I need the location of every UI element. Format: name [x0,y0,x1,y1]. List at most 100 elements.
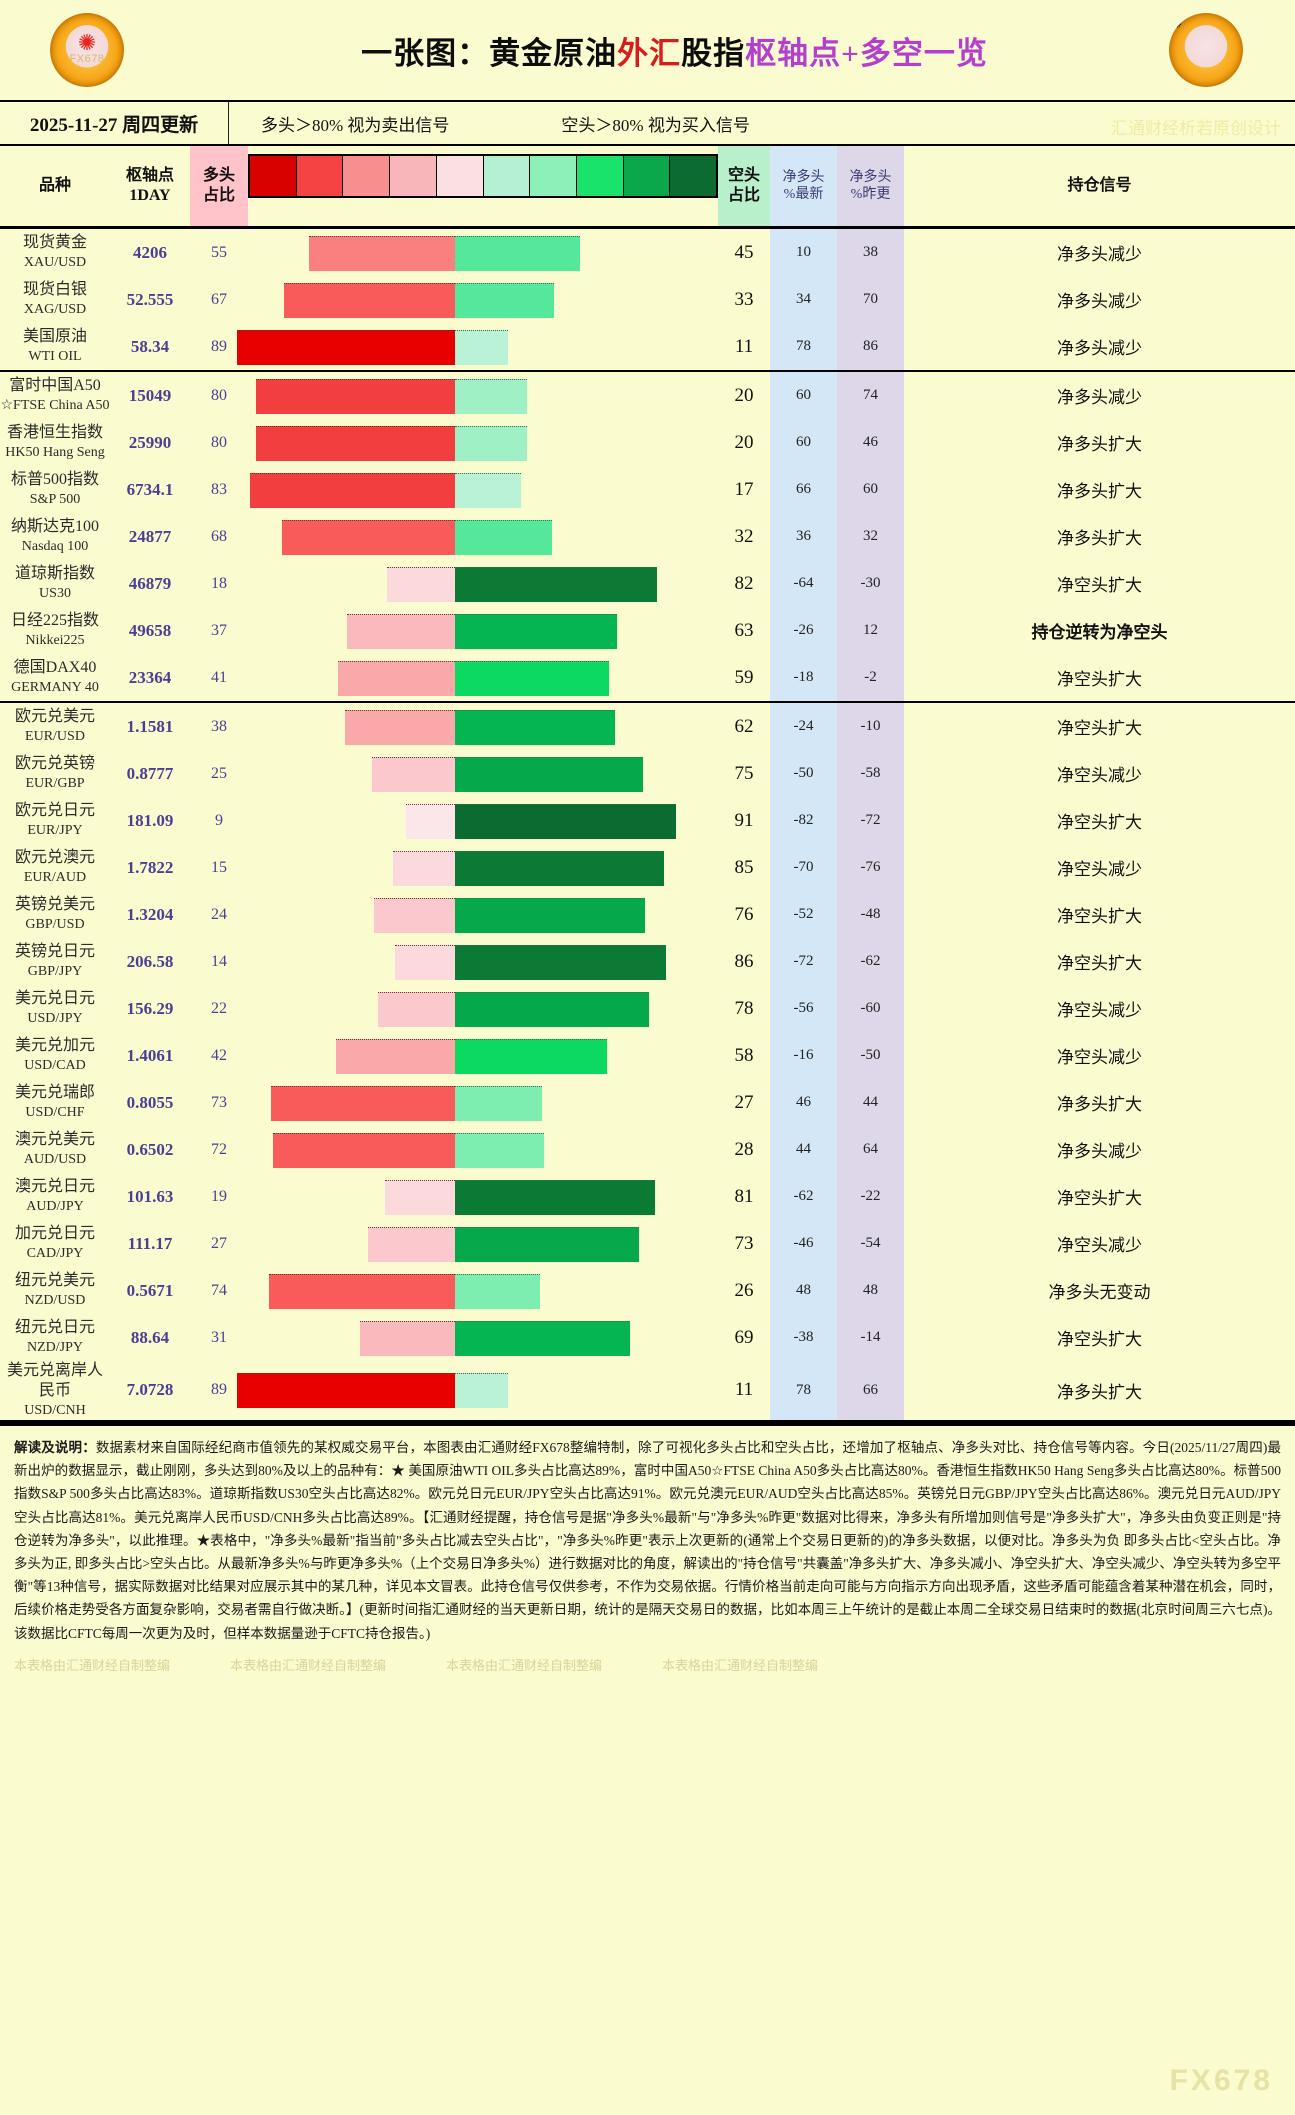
long-percent: 72 [211,1140,227,1158]
pivot-value: 1.7822 [126,857,174,877]
long-percent: 37 [211,621,227,639]
ratio-bar-cell [248,985,718,1032]
long-bar-segment [273,1132,455,1168]
instrument-name-cn: 美元兑瑞郎 [14,1084,95,1102]
short-percent: 86 [734,950,754,972]
instrument-name-cn: 欧元兑日元 [14,802,95,820]
short-bar-segment [454,378,527,414]
instrument-name-cn: 欧元兑英镑 [14,755,95,773]
ratio-bar-cell [248,702,718,750]
short-percent: 82 [734,572,754,594]
ratio-bar [248,706,718,748]
col-header-net2-l2: %昨更 [850,187,891,202]
long-percent: 67 [211,290,227,308]
long-bar-segment [271,1085,455,1121]
long-bar-segment [338,660,455,696]
ratio-bar [248,1270,718,1312]
short-percent: 62 [734,715,754,737]
col-header-pivot-l1: 枢轴点 [125,167,174,184]
pivot-value: 49658 [128,620,172,640]
pivot-value: 88.64 [130,1327,170,1347]
instrument-name-en: XAU/USD [23,254,87,270]
position-signal: 净空头减少 [1057,1001,1142,1020]
short-bar-segment [454,282,555,318]
long-percent: 42 [211,1046,227,1064]
ratio-bar-cell [248,466,718,513]
instrument-name-en: USD/CNH [24,1402,86,1418]
table-row: 现货白银 XAG/USD 52.555 67 33 34 70 净多头减少 [0,276,1295,323]
short-bar-segment [454,1132,544,1168]
short-bar-segment [454,709,616,745]
net-long-latest: -16 [770,1032,837,1079]
short-bar-segment [454,991,650,1027]
short-percent: 20 [734,431,754,453]
ratio-bar-cell [248,938,718,985]
legend-swatch-6 [530,156,577,196]
net-long-previous: 44 [837,1079,904,1126]
table-row: 富时中国A50 ☆FTSE China A50 15049 80 20 60 74 净多头减少 [0,371,1295,419]
col-header-short: 空头 占比 [718,144,770,229]
long-percent: 24 [211,905,227,923]
net-long-previous: 12 [837,607,904,654]
net-long-previous: 74 [837,371,904,419]
short-percent: 11 [718,323,770,372]
instrument-name-en: NZD/USD [24,1292,86,1308]
instrument-name-en: CAD/JPY [26,1245,84,1261]
net-long-latest: -62 [770,1173,837,1220]
table-row: 道琼斯指数 US30 46879 18 82 -64 -30 净空头扩大 [0,560,1295,607]
ratio-bar-cell [248,1220,718,1267]
long-bar-segment [256,378,455,414]
ratio-bar [248,279,718,321]
legend-swatch-9 [670,156,717,196]
short-percent: 33 [734,288,754,310]
pivot-value: 24877 [128,526,172,546]
legend-swatch-2 [343,156,391,196]
net-long-latest: -52 [770,891,837,938]
legend-swatch-4 [436,156,484,196]
net-long-latest: -38 [770,1314,837,1361]
long-bar-segment [250,472,455,508]
table-row: 英镑兑日元 GBP/JPY 206.58 14 86 -72 -62 净空头扩大 [0,938,1295,985]
col-header-short-l2: 占比 [727,187,760,204]
pivot-value: 1.1581 [126,716,174,736]
instrument-name-en: HK50 Hang Seng [5,444,105,460]
instrument-name-cell: 澳元兑日元 AUD/JPY [0,1173,110,1220]
instrument-name-cell: 英镑兑美元 GBP/USD [0,891,110,938]
long-percent: 41 [190,654,248,703]
table-row: 澳元兑日元 AUD/JPY 101.63 19 81 -62 -22 净空头扩大 [0,1173,1295,1220]
long-bar-segment [367,1226,455,1262]
legend-swatch-1 [296,156,344,196]
ratio-bar [248,1082,718,1124]
net-long-previous: 86 [837,323,904,372]
col-header-legend [248,144,718,229]
page-title: 一张图：黄金原油外汇股指枢轴点+多空一览 [114,28,1235,73]
footer-body: 数据素材来自国际经纪商市值领先的某权威交易平台，本图表由汇通财经FX678整编特… [14,1439,1281,1641]
col-header-net-latest: 净多头 %最新 [770,144,837,229]
ratio-bar-cell [248,419,718,466]
ratio-bar [248,422,718,464]
instrument-name-cn: 现货白银 [22,281,87,299]
instrument-name-en: EUR/GBP [25,775,85,791]
table-row: 美元兑离岸人民币 USD/CNH 7.0728 89 11 78 66 净多头扩大 [0,1361,1295,1423]
ratio-bar-cell [248,1314,718,1361]
short-percent: 63 [734,619,754,641]
instrument-name-cell: 欧元兑美元 EUR/USD [0,702,110,750]
ratio-bar-cell [248,844,718,891]
position-signal: 净多头减少 [1057,292,1142,311]
instrument-name-cell: 德国DAX40 GERMANY 40 [0,654,110,703]
short-percent: 17 [734,478,754,500]
net-long-latest: -46 [770,1220,837,1267]
instrument-name-cn: 香港恒生指数 [6,424,103,442]
long-bar-segment [237,1373,455,1409]
net-long-latest: 48 [770,1267,837,1314]
ratio-bar-cell [248,371,718,419]
ratio-bar [248,847,718,889]
short-bar-segment [454,1179,656,1215]
legend-swatch-7 [576,156,624,196]
net-long-previous: -10 [837,702,904,750]
position-signal: 净多头扩大 [1057,529,1142,548]
pivot-value: 111.17 [127,1233,173,1253]
color-legend-scale [248,154,718,198]
ratio-bar-cell [237,323,718,372]
instrument-name-cn: 日经225指数 [10,612,99,630]
